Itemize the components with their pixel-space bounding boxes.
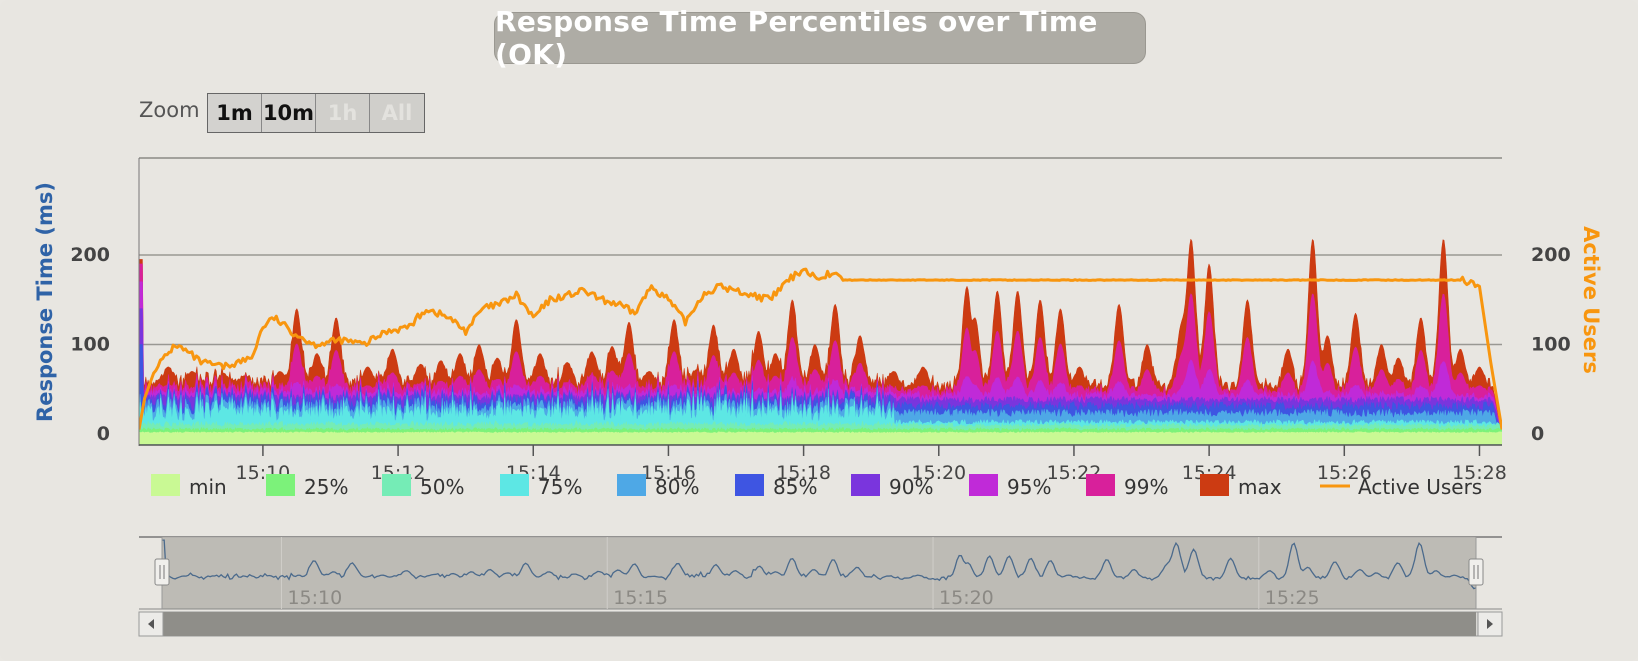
y-tick-label: 0 bbox=[97, 423, 110, 445]
scrollbar-thumb[interactable] bbox=[162, 612, 1476, 636]
line-active-users bbox=[139, 267, 1502, 430]
legend-swatch-50% bbox=[382, 474, 411, 496]
legend-swatch-80% bbox=[617, 474, 646, 496]
chevron-right-icon bbox=[1487, 619, 1493, 629]
legend-label-25%: 25% bbox=[304, 475, 348, 499]
series-layer bbox=[139, 238, 1502, 445]
y-axis-title: Response Time (ms) bbox=[33, 182, 57, 422]
area-min bbox=[139, 431, 1502, 445]
navigator-series-line bbox=[162, 539, 1477, 590]
navigator-tick-label: 15:25 bbox=[1265, 587, 1320, 609]
legend-label-min: min bbox=[189, 475, 227, 499]
legend-swatch-90% bbox=[851, 474, 880, 496]
x-tick-label: 15:18 bbox=[776, 462, 831, 484]
zoom-button-group: 1m 10m 1h All bbox=[207, 93, 425, 133]
navigator-tick-label: 15:15 bbox=[613, 587, 668, 609]
legend-swatch-25% bbox=[266, 474, 295, 496]
x-tick-label: 15:16 bbox=[641, 462, 696, 484]
x-tick-label: 15:20 bbox=[911, 462, 966, 484]
zoom-label: Zoom bbox=[139, 98, 200, 122]
legend-swatch-75% bbox=[500, 474, 529, 496]
legend-swatch-85% bbox=[735, 474, 764, 496]
chevron-left-icon bbox=[148, 619, 154, 629]
zoom-all-button[interactable]: All bbox=[370, 94, 424, 132]
y2-tick-label: 0 bbox=[1531, 423, 1544, 445]
zoom-10m-button[interactable]: 10m bbox=[262, 94, 316, 132]
y2-tick-label: 100 bbox=[1531, 334, 1571, 356]
x-tick-label: 15:26 bbox=[1317, 462, 1372, 484]
navigator-tick-label: 15:20 bbox=[939, 587, 994, 609]
zoom-1h-button[interactable]: 1h bbox=[316, 94, 370, 132]
navigator-right-handle[interactable] bbox=[1468, 558, 1484, 586]
x-tick-label: 15:28 bbox=[1452, 462, 1507, 484]
legend-label-99%: 99% bbox=[1124, 475, 1168, 499]
legend-label-90%: 90% bbox=[889, 475, 933, 499]
y-tick-label: 100 bbox=[70, 334, 110, 356]
y2-tick-label: 200 bbox=[1531, 244, 1571, 266]
legend-swatch-95% bbox=[969, 474, 998, 496]
y2-axis-title: Active Users bbox=[1579, 226, 1603, 374]
navigator-tick-label: 15:10 bbox=[287, 587, 342, 609]
navigator-left-handle[interactable] bbox=[154, 558, 170, 586]
legend-label-active-users: Active Users bbox=[1358, 475, 1482, 499]
legend-swatch-max bbox=[1200, 474, 1229, 496]
legend-label-85%: 85% bbox=[773, 475, 817, 499]
legend-label-95%: 95% bbox=[1007, 475, 1051, 499]
legend-label-80%: 80% bbox=[655, 475, 699, 499]
legend-label-75%: 75% bbox=[538, 475, 582, 499]
legend-label-50%: 50% bbox=[420, 475, 464, 499]
navigator-selection[interactable] bbox=[162, 537, 1476, 609]
legend-label-max: max bbox=[1238, 475, 1282, 499]
legend-swatch-min bbox=[151, 474, 180, 496]
zoom-1m-button[interactable]: 1m bbox=[208, 94, 262, 132]
legend-swatch-99% bbox=[1086, 474, 1115, 496]
y-tick-label: 200 bbox=[70, 244, 110, 266]
